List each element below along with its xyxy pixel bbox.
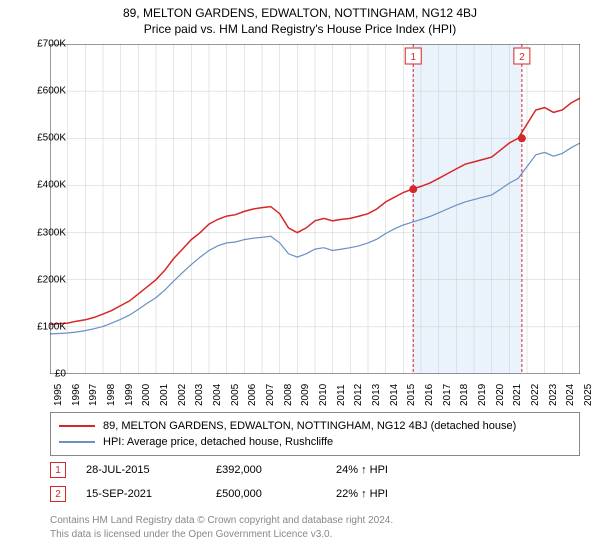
x-tick-label: 1997	[88, 384, 99, 406]
y-tick-label: £700K	[37, 39, 66, 50]
x-tick-label: 2011	[336, 384, 347, 406]
sale-date: 15-SEP-2021	[86, 488, 196, 500]
legend-label-property: 89, MELTON GARDENS, EDWALTON, NOTTINGHAM…	[103, 420, 516, 432]
sales-table: 1 28-JUL-2015 £392,000 24% ↑ HPI 2 15-SE…	[50, 458, 580, 506]
legend: 89, MELTON GARDENS, EDWALTON, NOTTINGHAM…	[50, 412, 580, 456]
legend-swatch-property	[59, 425, 95, 427]
legend-swatch-hpi	[59, 441, 95, 443]
chart-svg: 12	[50, 44, 580, 374]
chart-subtitle: Price paid vs. HM Land Registry's House …	[0, 20, 600, 36]
y-tick-label: £500K	[37, 133, 66, 144]
x-tick-label: 2012	[353, 384, 364, 406]
x-tick-label: 2022	[530, 384, 541, 406]
x-tick-label: 2007	[265, 384, 276, 406]
sale-date: 28-JUL-2015	[86, 464, 196, 476]
chart-title: 89, MELTON GARDENS, EDWALTON, NOTTINGHAM…	[0, 0, 600, 20]
x-tick-label: 2013	[371, 384, 382, 406]
x-tick-label: 2019	[477, 384, 488, 406]
legend-label-hpi: HPI: Average price, detached house, Rush…	[103, 436, 333, 448]
footer-attribution: Contains HM Land Registry data © Crown c…	[50, 514, 393, 542]
x-tick-label: 2024	[565, 384, 576, 406]
svg-text:1: 1	[410, 52, 416, 63]
svg-text:2: 2	[519, 52, 525, 63]
x-tick-label: 2010	[318, 384, 329, 406]
x-tick-label: 2008	[283, 384, 294, 406]
x-tick-label: 2014	[389, 384, 400, 406]
x-tick-label: 2004	[212, 384, 223, 406]
y-tick-label: £400K	[37, 180, 66, 191]
y-tick-label: £0	[55, 369, 66, 380]
x-tick-label: 2003	[194, 384, 205, 406]
x-tick-label: 1996	[71, 384, 82, 406]
x-tick-label: 2006	[247, 384, 258, 406]
x-tick-label: 2001	[159, 384, 170, 406]
x-tick-label: 2002	[177, 384, 188, 406]
legend-item-hpi: HPI: Average price, detached house, Rush…	[59, 434, 571, 450]
chart-plot-area: 12	[50, 44, 580, 374]
y-tick-label: £600K	[37, 86, 66, 97]
x-tick-label: 2021	[512, 384, 523, 406]
sale-marker-1: 1	[50, 462, 66, 478]
y-tick-label: £300K	[37, 227, 66, 238]
x-tick-label: 2018	[459, 384, 470, 406]
y-tick-label: £100K	[37, 321, 66, 332]
x-tick-label: 2020	[495, 384, 506, 406]
x-tick-label: 2025	[583, 384, 594, 406]
sale-marker-2: 2	[50, 486, 66, 502]
x-tick-label: 2005	[230, 384, 241, 406]
legend-item-property: 89, MELTON GARDENS, EDWALTON, NOTTINGHAM…	[59, 418, 571, 434]
x-tick-label: 1999	[124, 384, 135, 406]
sale-price: £500,000	[216, 488, 316, 500]
table-row: 2 15-SEP-2021 £500,000 22% ↑ HPI	[50, 482, 580, 506]
x-tick-label: 2000	[141, 384, 152, 406]
x-tick-label: 2017	[442, 384, 453, 406]
x-tick-label: 2023	[548, 384, 559, 406]
y-tick-label: £200K	[37, 274, 66, 285]
sale-hpi: 22% ↑ HPI	[336, 488, 580, 500]
x-tick-label: 2016	[424, 384, 435, 406]
x-tick-label: 1998	[106, 384, 117, 406]
sale-hpi: 24% ↑ HPI	[336, 464, 580, 476]
footer-line: This data is licensed under the Open Gov…	[50, 528, 393, 542]
table-row: 1 28-JUL-2015 £392,000 24% ↑ HPI	[50, 458, 580, 482]
sale-price: £392,000	[216, 464, 316, 476]
chart-container: 89, MELTON GARDENS, EDWALTON, NOTTINGHAM…	[0, 0, 600, 560]
x-tick-label: 2009	[300, 384, 311, 406]
footer-line: Contains HM Land Registry data © Crown c…	[50, 514, 393, 528]
x-tick-label: 2015	[406, 384, 417, 406]
x-tick-label: 1995	[53, 384, 64, 406]
